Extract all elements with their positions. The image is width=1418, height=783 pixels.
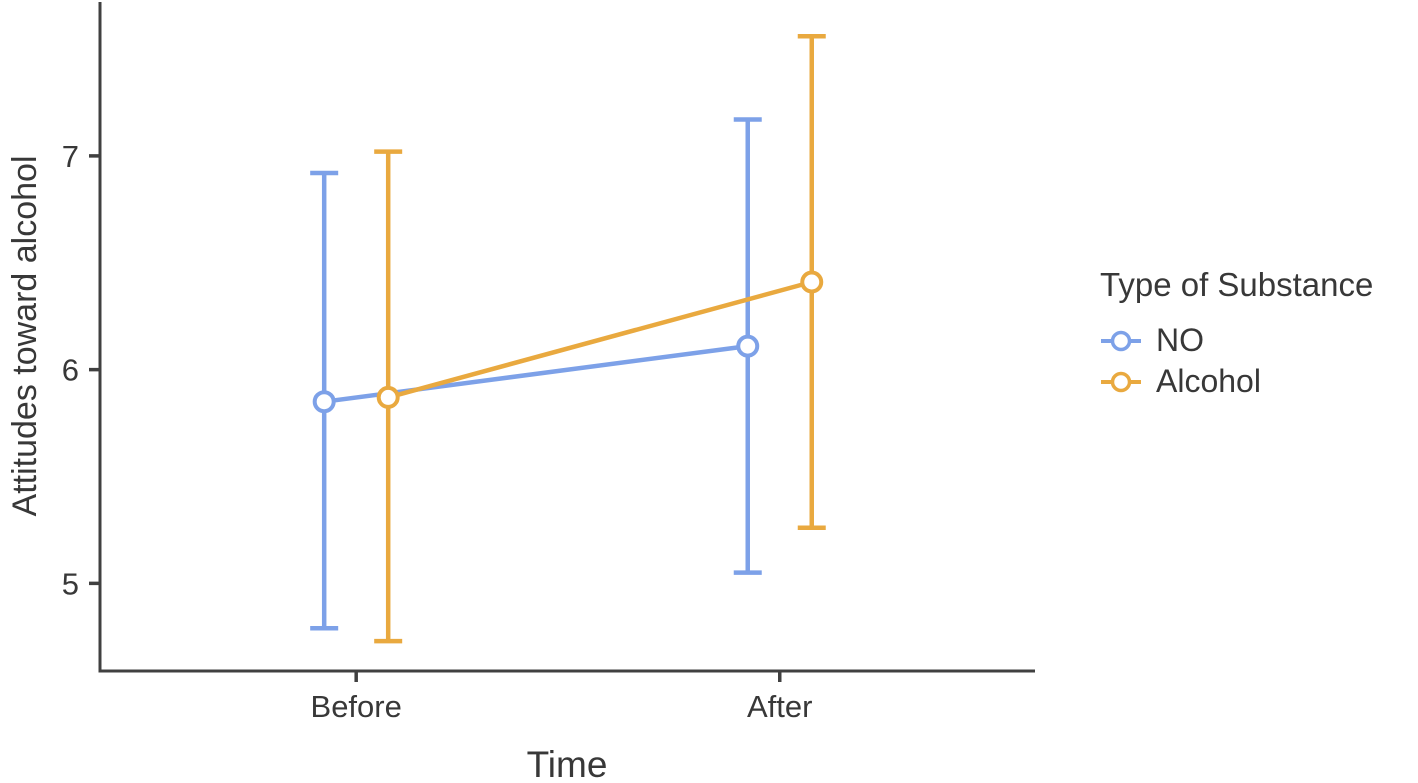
legend-key-alcohol-icon — [1101, 371, 1141, 392]
legend-item-no: NO — [1098, 320, 1373, 361]
x-tick-label-before: Before — [311, 689, 402, 724]
axes-layer: 5 6 7 Before After — [62, 2, 1035, 724]
marker-alcohol-before — [376, 385, 400, 409]
legend: Type of Substance NO Alcohol — [1098, 266, 1373, 402]
x-tick-label-after: After — [747, 689, 812, 724]
legend-label-alcohol: Alcohol — [1156, 363, 1261, 399]
data-layer — [310, 33, 826, 644]
legend-item-alcohol: Alcohol — [1098, 361, 1373, 402]
y-tick-label-7: 7 — [62, 139, 79, 174]
y-tick-label-5: 5 — [62, 566, 79, 601]
legend-label-no: NO — [1156, 322, 1204, 358]
y-axis-title: Attitudes toward alcohol — [6, 156, 44, 517]
marker-no-after — [736, 334, 760, 358]
legend-key-no-icon — [1101, 330, 1141, 351]
axis-titles-layer: Attitudes toward alcohol Time — [6, 156, 607, 783]
legend-title: Type of Substance — [1100, 266, 1374, 303]
marker-no-before — [312, 390, 336, 414]
marker-alcohol-after — [800, 270, 824, 294]
x-axis-title: Time — [527, 744, 608, 783]
series-line-alcohol — [387, 279, 813, 400]
y-tick-label-6: 6 — [62, 353, 79, 388]
